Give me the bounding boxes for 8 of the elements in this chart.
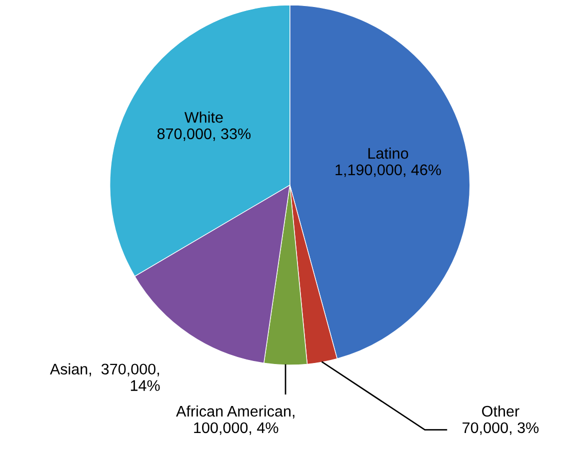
- data-label: 1,190,000, 46%: [336, 164, 441, 178]
- slice-label: African American, 100,000, 4%: [176, 405, 294, 435]
- data-label: 70,000, 3%: [462, 422, 539, 435]
- slice-label: Asian, 370,000, 14%: [50, 363, 160, 391]
- data-label: 870,000, 33%: [157, 128, 251, 142]
- slice-label: Latino: [368, 148, 408, 159]
- slice-label: Other: [482, 405, 520, 417]
- slice-label: White: [184, 112, 223, 123]
